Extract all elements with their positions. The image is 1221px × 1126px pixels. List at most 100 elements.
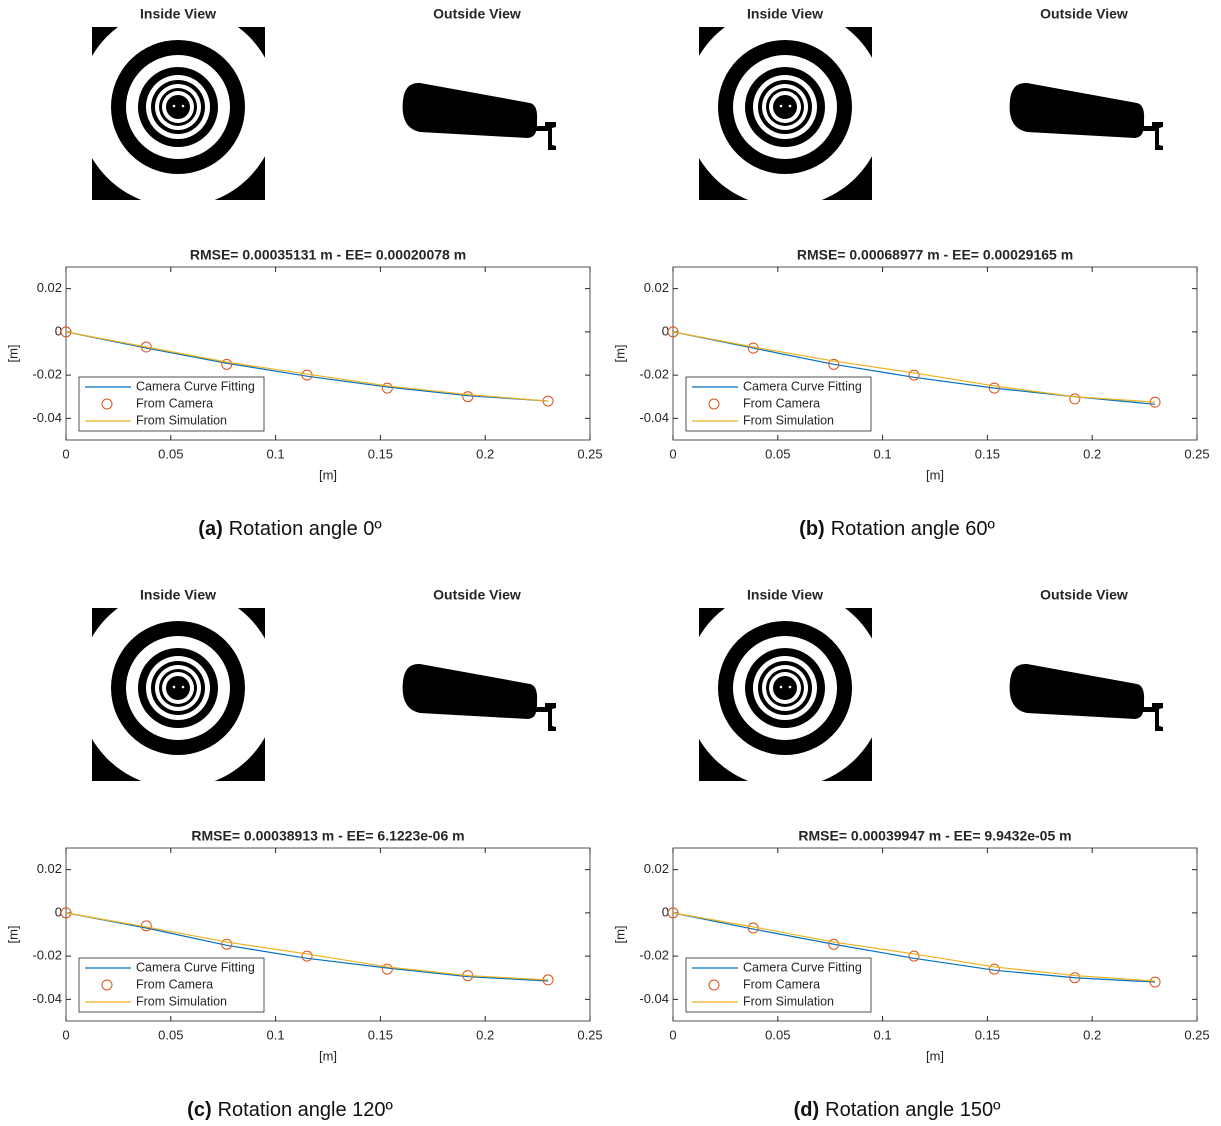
point (381, 963, 393, 975)
x-tick-label: 0.1 (267, 1027, 285, 1042)
x-tick-label: 0.2 (1083, 1027, 1101, 1042)
image-title: Inside View (747, 587, 823, 603)
legend-label: Camera Curve Fitting (136, 379, 255, 393)
x-axis-label: [m] (319, 467, 337, 482)
x-tick-label: 0.15 (975, 446, 1000, 461)
caption-label: (d) (794, 1099, 820, 1121)
ring (773, 95, 797, 119)
legend-label: From Simulation (136, 994, 227, 1008)
point (828, 938, 840, 950)
chart-title: RMSE= 0.00068977 m - EE= 0.00029165 m (797, 247, 1073, 263)
x-tick-label: 0.25 (577, 446, 602, 461)
caption-label: (a) (198, 518, 222, 540)
x-axis-label: [m] (926, 1048, 944, 1063)
y-axis-label: [m] (5, 925, 20, 943)
x-tick-label: 0 (62, 446, 69, 461)
y-tick-label: 0 (662, 904, 669, 919)
legend-label: From Simulation (743, 413, 834, 427)
ring (166, 95, 190, 119)
line (65, 912, 549, 982)
legend-box (685, 957, 872, 1013)
point (221, 358, 233, 370)
chart-title: RMSE= 0.00039947 m - EE= 9.9432e-05 m (798, 828, 1071, 844)
x-tick-label: 0.2 (476, 1027, 494, 1042)
chart-title: RMSE= 0.00038913 m - EE= 6.1223e-06 m (191, 828, 464, 844)
caption-text: Rotation angle 120º (218, 1099, 394, 1121)
caption: (c) Rotation angle 120º (187, 1099, 393, 1121)
point (908, 369, 920, 381)
caption: (b) Rotation angle 60º (799, 518, 995, 540)
x-tick-label: 0.2 (1083, 446, 1101, 461)
y-tick-label: 0.02 (644, 861, 669, 876)
legend-label: From Camera (136, 396, 213, 410)
outside-view-image (1009, 663, 1163, 731)
point (667, 907, 679, 919)
caption-text: Rotation angle 0º (229, 518, 383, 540)
line (672, 912, 1156, 982)
caption: (d) Rotation angle 150º (794, 1099, 1001, 1121)
y-tick-label: 0 (55, 904, 62, 919)
dot (779, 685, 783, 689)
legend-label: From Simulation (136, 413, 227, 427)
line (65, 912, 549, 981)
image-title: Outside View (433, 6, 521, 22)
inside-view-image (699, 27, 872, 200)
y-axis-label: [m] (612, 925, 627, 943)
x-tick-label: 0.05 (765, 446, 790, 461)
caption-label: (b) (799, 518, 825, 540)
legend-marker (708, 398, 720, 410)
dot (172, 685, 176, 689)
x-tick-label: 0.25 (1184, 446, 1209, 461)
dot (181, 685, 185, 689)
panel: Inside View Outside View RMSE= 0.00068977 … (612, 6, 1209, 541)
dot (788, 104, 792, 108)
outside-view-image (1009, 82, 1163, 150)
point (908, 950, 920, 962)
point (1069, 393, 1081, 405)
legend-label: From Simulation (743, 994, 834, 1008)
x-tick-label: 0.05 (158, 1027, 183, 1042)
y-tick-label: -0.04 (32, 991, 62, 1006)
legend-label: Camera Curve Fitting (743, 960, 862, 974)
inside-view-image (699, 608, 872, 781)
y-axis-label: [m] (612, 344, 627, 362)
y-tick-label: 0 (662, 323, 669, 338)
legend-label: Camera Curve Fitting (743, 379, 862, 393)
point (828, 358, 840, 370)
caption-label: (c) (187, 1099, 211, 1121)
x-tick-label: 0 (62, 1027, 69, 1042)
point (60, 326, 72, 338)
y-tick-label: 0 (55, 323, 62, 338)
y-tick-label: -0.02 (639, 367, 669, 382)
y-tick-label: -0.02 (639, 948, 669, 963)
y-tick-label: -0.04 (639, 410, 669, 425)
ring (773, 676, 797, 700)
point (60, 907, 72, 919)
point (462, 391, 474, 403)
dot (181, 104, 185, 108)
y-tick-label: 0.02 (37, 280, 62, 295)
legend-label: From Camera (743, 977, 820, 991)
x-tick-label: 0.05 (158, 446, 183, 461)
x-tick-label: 0.1 (874, 446, 892, 461)
x-axis-label: [m] (926, 467, 944, 482)
point (381, 382, 393, 394)
point (140, 341, 152, 353)
legend-marker (101, 398, 113, 410)
x-tick-label: 0 (669, 1027, 676, 1042)
x-tick-label: 0.15 (368, 446, 393, 461)
x-tick-label: 0 (669, 446, 676, 461)
legend-marker (101, 979, 113, 991)
outside-view-image (402, 663, 556, 731)
legend-label: From Camera (136, 977, 213, 991)
x-axis-label: [m] (319, 1048, 337, 1063)
chart-title: RMSE= 0.00035131 m - EE= 0.00020078 m (190, 247, 466, 263)
legend-label: Camera Curve Fitting (136, 960, 255, 974)
line (672, 331, 1156, 403)
y-tick-label: -0.04 (32, 410, 62, 425)
point (221, 938, 233, 950)
y-tick-label: 0.02 (37, 861, 62, 876)
y-tick-label: -0.02 (32, 367, 62, 382)
point (301, 950, 313, 962)
